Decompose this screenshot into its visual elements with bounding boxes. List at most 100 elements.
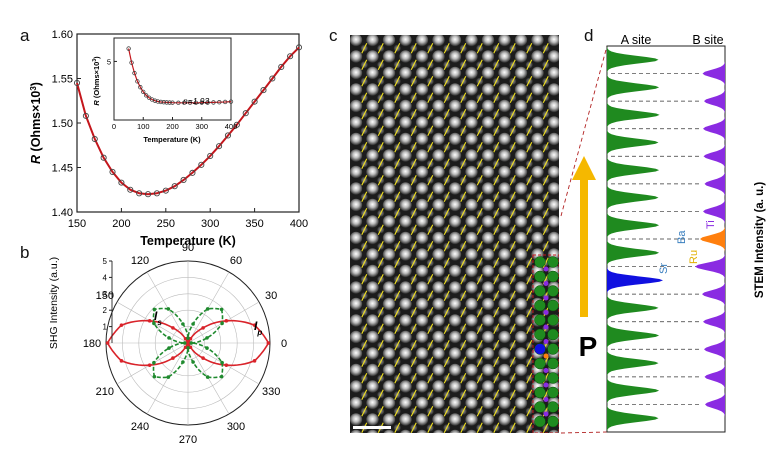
a-site-atom xyxy=(498,330,511,344)
displacement-arrow xyxy=(394,241,401,252)
a-site-atom xyxy=(515,429,527,433)
a-site-atom xyxy=(399,215,412,228)
displacement-arrow xyxy=(377,59,384,70)
a-site-atom xyxy=(547,35,559,47)
a-site-atom xyxy=(531,149,544,162)
displacement-arrow xyxy=(377,191,384,202)
a-site-atom xyxy=(448,297,462,311)
displacement-arrow xyxy=(476,241,483,252)
a-site-atom xyxy=(465,314,478,327)
y-tick-label: 1.55 xyxy=(52,74,73,86)
a-site-atom xyxy=(382,50,396,63)
angle-label: 180 xyxy=(83,338,101,350)
a-site-atom xyxy=(399,83,412,96)
a-site-atom xyxy=(415,363,429,377)
b-site-intensity-peak xyxy=(695,252,725,281)
displacement-arrow xyxy=(460,109,467,120)
displacement-arrow xyxy=(542,241,549,252)
b-site-atom xyxy=(558,244,559,248)
inset-x-tick-label: 300 xyxy=(195,122,208,131)
inset-data-point xyxy=(161,100,166,105)
a-site-atom xyxy=(547,231,559,245)
data-point xyxy=(144,191,152,198)
x-axis-label: Temperature (K) xyxy=(140,234,236,248)
ip-data-point xyxy=(224,363,229,367)
displacement-arrow xyxy=(476,290,483,301)
displacement-arrow xyxy=(427,389,434,400)
inset-data-point xyxy=(182,100,187,105)
displacement-arrow xyxy=(361,59,368,70)
inset-data-point xyxy=(170,100,175,105)
a-site-atom xyxy=(448,35,462,47)
a-site-atom xyxy=(465,132,478,146)
displacement-arrow xyxy=(460,406,467,417)
displacement-arrow xyxy=(427,142,434,153)
displacement-arrow xyxy=(493,422,500,433)
a-site-label: A site xyxy=(621,33,652,47)
a-site-atom xyxy=(481,264,495,278)
a-site-atom xyxy=(432,264,445,278)
a-site-atom xyxy=(465,363,478,377)
panel-letter-b: b xyxy=(20,243,30,262)
a-site-atom xyxy=(448,99,462,113)
displacement-arrow xyxy=(476,323,483,334)
a-site-marker xyxy=(534,357,546,370)
a-site-marker xyxy=(534,328,546,341)
displacement-arrow xyxy=(476,208,483,219)
a-site-atom xyxy=(382,413,396,426)
displacement-arrow xyxy=(394,340,401,351)
a-site-atom xyxy=(432,165,445,179)
displacement-arrow xyxy=(476,92,483,103)
displacement-arrow xyxy=(509,109,516,120)
displacement-arrow xyxy=(493,125,500,136)
a-site-atom xyxy=(448,380,462,393)
displacement-arrow xyxy=(460,274,467,285)
sr-intensity-peak xyxy=(607,266,663,295)
displacement-arrow xyxy=(526,158,533,169)
displacement-arrow xyxy=(493,142,500,153)
a-site-atom xyxy=(399,182,412,195)
a-site-atom xyxy=(498,149,511,162)
displacement-arrow xyxy=(443,422,450,433)
polarization-label: P xyxy=(579,331,598,362)
y-tick-label: 1.45 xyxy=(52,163,73,175)
a-site-atom xyxy=(465,347,478,360)
b-site-atom xyxy=(558,195,559,199)
radial-tick-label: 1 xyxy=(103,323,108,332)
data-point xyxy=(216,143,223,150)
a-site-atom xyxy=(399,149,412,162)
displacement-arrow xyxy=(443,241,450,252)
displacement-arrow xyxy=(394,356,401,367)
is-data-point xyxy=(205,375,210,379)
a-site-atom xyxy=(531,99,544,113)
a-site-atom xyxy=(366,149,379,162)
a-site-atom xyxy=(547,116,559,129)
displacement-arrow xyxy=(394,307,401,318)
displacement-arrow xyxy=(509,307,516,318)
a-site-atom xyxy=(548,429,559,433)
a-site-atom xyxy=(350,50,363,63)
a-site-atom xyxy=(350,297,363,311)
displacement-arrow xyxy=(476,356,483,367)
a-site-atom xyxy=(481,413,495,426)
a-site-atom xyxy=(399,116,412,129)
displacement-arrow xyxy=(476,422,483,433)
displacement-arrow xyxy=(443,191,450,202)
a-site-atom xyxy=(514,396,528,410)
inset-x-axis-label: Temperature (K) xyxy=(143,135,201,144)
a-site-atom xyxy=(465,380,478,393)
displacement-arrow xyxy=(460,158,467,169)
a-site-atom xyxy=(481,297,495,311)
is-data-point xyxy=(182,341,187,345)
displacement-arrow xyxy=(443,389,450,400)
displacement-arrow xyxy=(460,208,467,219)
displacement-arrow xyxy=(443,142,450,153)
a-site-atom xyxy=(481,99,495,113)
a-site-atom xyxy=(547,182,559,195)
displacement-arrow xyxy=(460,175,467,186)
displacement-arrow xyxy=(493,43,500,54)
displacement-arrow xyxy=(443,257,450,268)
displacement-arrow xyxy=(526,76,533,87)
data-point xyxy=(73,79,81,86)
displacement-arrow xyxy=(542,142,549,153)
